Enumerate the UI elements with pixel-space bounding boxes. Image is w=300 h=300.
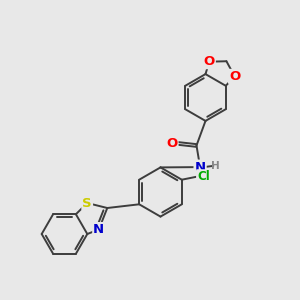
Text: O: O bbox=[204, 55, 215, 68]
Text: N: N bbox=[194, 160, 206, 174]
Text: O: O bbox=[166, 136, 178, 150]
Text: Cl: Cl bbox=[197, 170, 210, 183]
Text: N: N bbox=[93, 223, 104, 236]
Text: H: H bbox=[211, 161, 220, 171]
Text: S: S bbox=[82, 196, 92, 209]
Text: O: O bbox=[229, 70, 240, 83]
